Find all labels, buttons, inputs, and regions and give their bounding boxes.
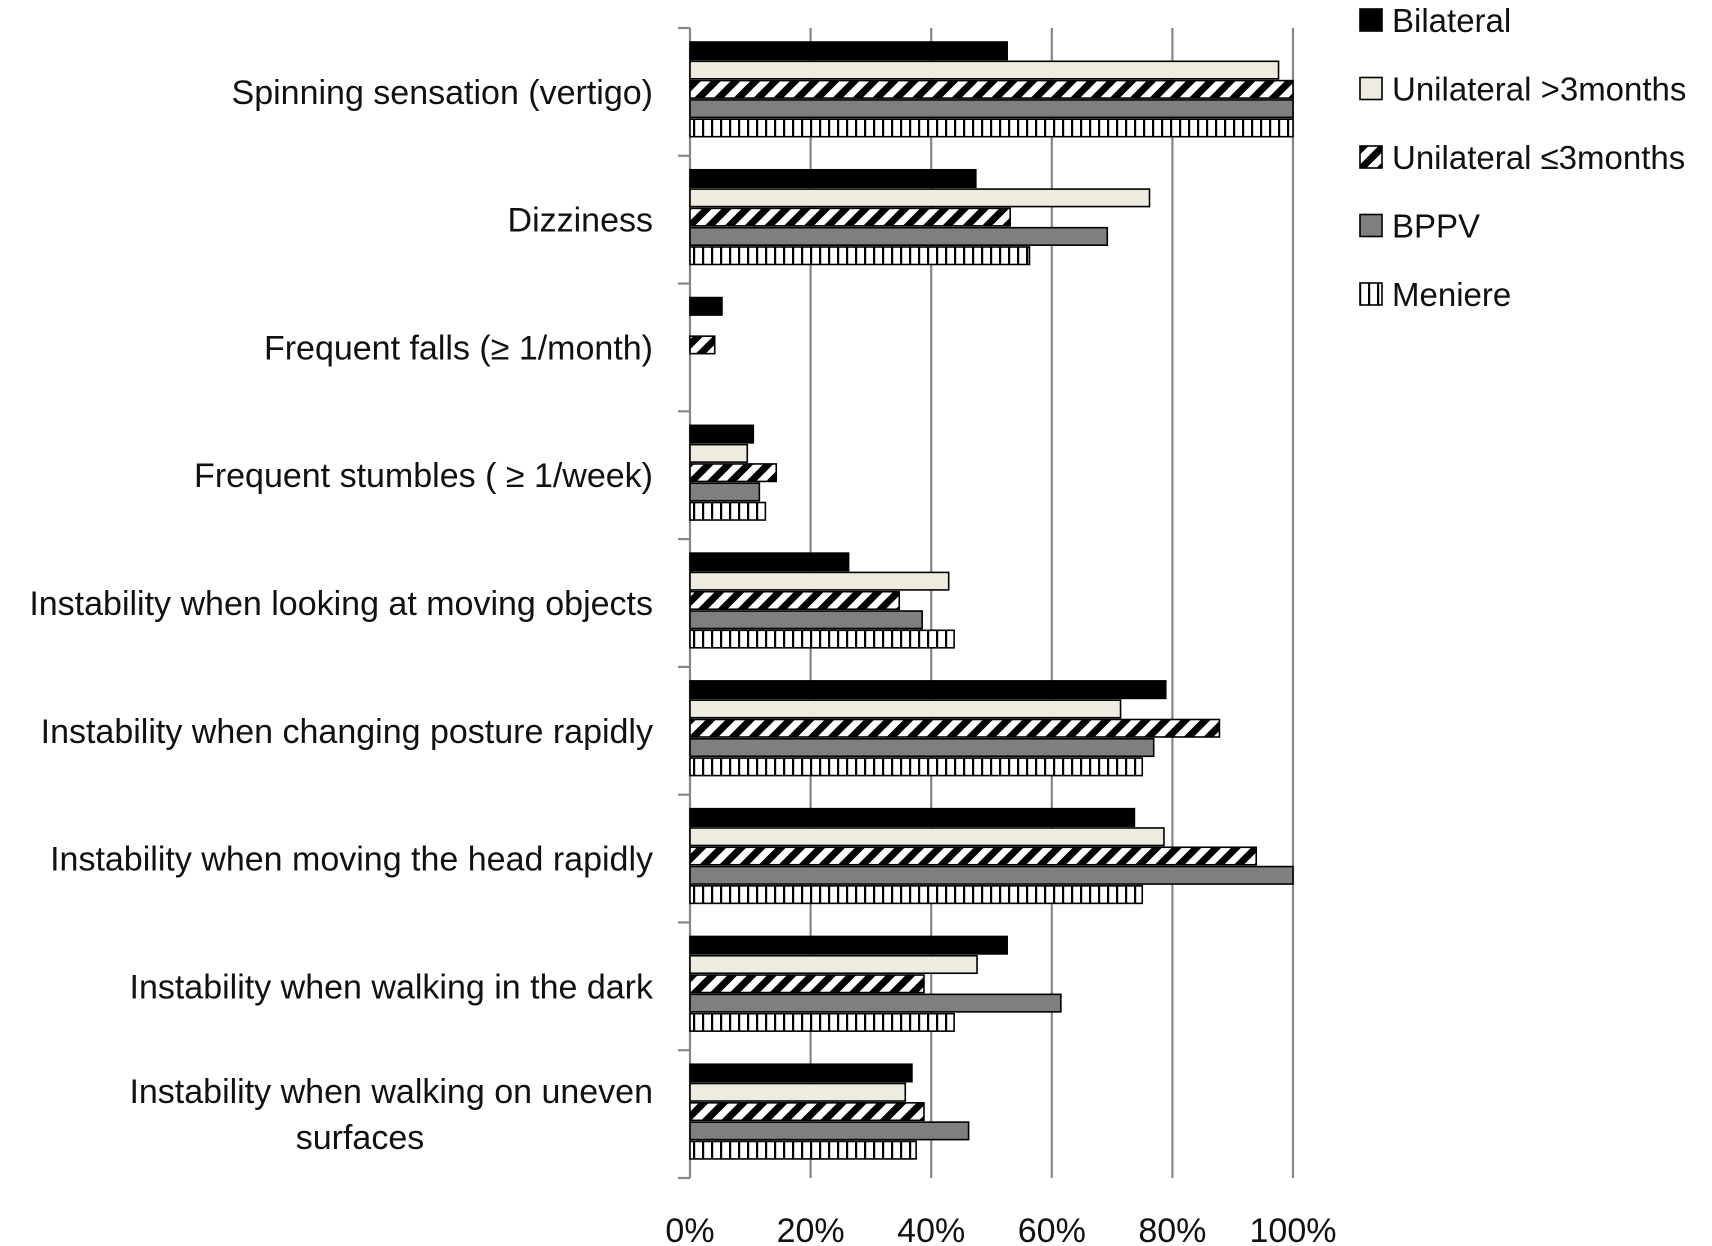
x-tick-label: 40% — [897, 1212, 965, 1246]
bars — [689, 41, 1294, 1160]
bar-meniere-7 — [689, 1012, 955, 1032]
bar-bppv-0 — [689, 99, 1294, 119]
bar-bilateral-6 — [689, 807, 1136, 827]
legend-label: BPPV — [1392, 208, 1480, 245]
category-label: Instability when moving the head rapidly — [50, 841, 653, 879]
category-label: Instability when looking at moving objec… — [29, 585, 653, 623]
bar-meniere-5 — [689, 757, 1144, 777]
bar-bilateral-7 — [689, 935, 1008, 955]
bar-meniere-0 — [689, 118, 1294, 138]
bar-bppv-4 — [689, 610, 923, 630]
bar-unilateral-3months-0 — [689, 79, 1294, 99]
bar-meniere-6 — [689, 885, 1144, 905]
category-label: Frequent falls (≥ 1/month) — [264, 329, 653, 367]
legend-swatch — [1359, 145, 1383, 169]
bar-unilateral-3months-8 — [689, 1102, 925, 1122]
bar-meniere-4 — [689, 629, 955, 649]
legend-label: Meniere — [1392, 276, 1511, 313]
x-tick-label: 100% — [1250, 1212, 1337, 1246]
bar-bppv-8 — [689, 1121, 970, 1141]
bar-unilateral-3months-3 — [689, 463, 778, 483]
bar-meniere-3 — [689, 501, 767, 521]
bar-unilateral-3months-3 — [689, 443, 749, 463]
bar-bppv-1 — [689, 226, 1109, 246]
x-tick-label: 0% — [665, 1212, 714, 1246]
bar-bppv-6 — [689, 865, 1294, 885]
x-tick-label: 80% — [1138, 1212, 1206, 1246]
legend-label: Bilateral — [1392, 2, 1511, 39]
legend: Bilateral Unilateral >3months Unilateral ≤… — [1359, 2, 1686, 313]
bar-unilateral-3months-7 — [689, 974, 925, 994]
category-label: Instability when changing posture rapidl… — [41, 713, 653, 751]
bar-bilateral-8 — [689, 1063, 913, 1083]
bar-unilateral-3months-1 — [689, 207, 1011, 227]
category-label: Spinning sensation (vertigo) — [232, 74, 653, 112]
bar-bilateral-4 — [689, 552, 850, 572]
category-label: Frequent stumbles ( ≥ 1/week) — [194, 457, 653, 495]
bar-unilateral-3months-2 — [689, 335, 716, 355]
legend-swatch — [1359, 213, 1383, 238]
category-labels: Spinning sensation (vertigo) Dizziness Fre… — [29, 74, 654, 1157]
axes — [678, 26, 692, 1180]
bar-bppv-7 — [689, 993, 1062, 1013]
bar-bilateral-5 — [689, 680, 1167, 700]
bar-bilateral-0 — [689, 41, 1008, 61]
legend-swatch — [1359, 76, 1383, 101]
x-tick-label: 60% — [1018, 1212, 1086, 1246]
category-label: Instability when walking on uneven surfac… — [129, 1073, 653, 1157]
bar-unilateral-3months-6 — [689, 846, 1258, 866]
bar-bppv-5 — [689, 737, 1155, 758]
bar-bilateral-1 — [689, 168, 977, 189]
bar-meniere-8 — [689, 1140, 917, 1160]
bar-unilateral-3months-6 — [689, 827, 1165, 847]
bar-bilateral-3 — [689, 424, 755, 444]
bar-unilateral-3months-4 — [689, 590, 901, 611]
bar-meniere-1 — [689, 246, 1031, 266]
bar-bppv-3 — [689, 482, 761, 502]
bar-unilateral-3months-4 — [689, 571, 950, 591]
bar-unilateral-3months-1 — [689, 188, 1151, 208]
legend-label: Unilateral >3months — [1392, 71, 1686, 108]
bar-unilateral-3months-8 — [689, 1082, 907, 1102]
legend-swatch — [1359, 8, 1383, 32]
legend-label: Unilateral ≤3months — [1392, 139, 1685, 176]
bar-unilateral-3months-7 — [689, 954, 978, 975]
category-label: Dizziness — [508, 202, 653, 240]
bar-unilateral-3months-5 — [689, 718, 1221, 738]
bar-unilateral-3months-5 — [689, 699, 1122, 719]
bar-unilateral-3months-0 — [689, 60, 1280, 80]
x-tick-label: 20% — [777, 1212, 845, 1246]
legend-swatch — [1359, 282, 1383, 306]
category-label: Instability when walking in the dark — [130, 968, 654, 1006]
x-tick-labels: 0% 20% 40% 60% 80% 100% — [665, 1212, 1336, 1246]
bar-bilateral-2 — [689, 296, 723, 316]
